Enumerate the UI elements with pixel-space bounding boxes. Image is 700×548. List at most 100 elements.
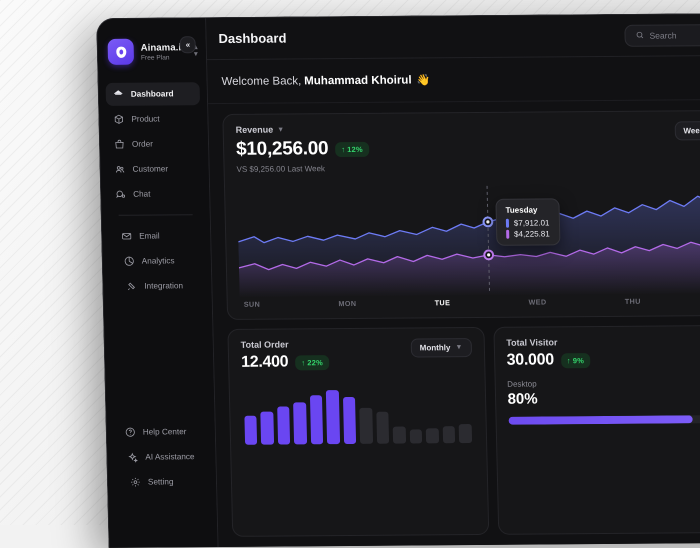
pie-chart-icon: [124, 256, 135, 267]
sidebar-item-dashboard[interactable]: Dashboard: [106, 82, 201, 106]
sidebar-item-label: Dashboard: [131, 89, 174, 98]
chevron-down-icon: ▼: [455, 344, 462, 351]
sidebar-item-label: Integration: [144, 281, 183, 290]
tooltip-day: Tuesday: [505, 206, 549, 215]
sidebar-item-label: AI Assistance: [145, 452, 194, 461]
visitor-segment-label: Desktop: [507, 378, 700, 389]
sidebar-item-product[interactable]: Product: [106, 107, 201, 131]
sidebar-item-label: Help Center: [143, 427, 187, 436]
tooltip-row-secondary: $4,225.81: [506, 230, 550, 239]
total-order-change-value: 22%: [307, 358, 323, 367]
search-input[interactable]: Search: [624, 23, 700, 46]
revenue-selector[interactable]: Revenue ▼: [236, 124, 369, 135]
ainama-logo-icon: [107, 39, 134, 65]
sidebar-item-chat[interactable]: Chat: [108, 182, 203, 206]
x-label-active: TUE: [435, 298, 451, 307]
bar: [409, 429, 422, 443]
visitor-segment-pct: 80%: [507, 389, 700, 408]
sidebar-item-setting[interactable]: Setting: [115, 470, 210, 494]
collapse-icon: «: [186, 40, 191, 49]
revenue-range-dropdown[interactable]: Weekly ▼: [674, 121, 700, 140]
sidebar-item-analytics[interactable]: Analytics: [109, 249, 204, 273]
revenue-amount: $10,256.00: [236, 138, 329, 161]
x-label: WED: [528, 297, 546, 306]
chevron-down-icon: ▼: [277, 126, 284, 133]
welcome-greeting: Welcome Back,: [221, 75, 301, 88]
revenue-label: Revenue: [236, 125, 274, 135]
sidebar-item-label: Chat: [133, 190, 151, 199]
visitor-progress-track: [508, 415, 700, 425]
sidebar-item-customer[interactable]: Customer: [107, 157, 202, 181]
total-order-bar-chart: [242, 379, 474, 445]
search-icon: [635, 31, 644, 40]
total-order-period-dropdown[interactable]: Monthly ▼: [411, 338, 472, 357]
chart-tooltip: Tuesday $7,912.01 $4,225.81: [495, 199, 560, 246]
bar: [294, 402, 307, 444]
total-order-card: Total Order 12.400 ↑ 22% Monthly: [227, 327, 488, 537]
sidebar-item-label: Setting: [148, 477, 174, 486]
total-visitor-label: Total Visitor: [506, 336, 700, 348]
bar: [360, 408, 373, 444]
revenue-amount-row: $10,256.00 ↑ 12%: [236, 138, 369, 161]
tooltip-value-primary: $7,912.01: [514, 219, 550, 228]
revenue-comparison: VS $9,256.00 Last Week: [236, 164, 369, 174]
total-visitor-change-badge: ↑ 9%: [561, 353, 591, 368]
revenue-x-axis: SUN MON TUE WED THU FRI: [240, 296, 700, 309]
sidebar: Ainama.inc Free Plan ▴▾ « Dashboard Prod…: [97, 18, 217, 548]
dashboard-content: Revenue ▼ $10,256.00 ↑ 12% VS $9,256.00 …: [208, 100, 700, 547]
chat-icon: [115, 189, 126, 200]
bar: [376, 412, 389, 444]
arrow-up-icon: ↑: [301, 358, 305, 367]
total-order-value: 12.400: [241, 353, 289, 371]
total-visitor-value-row: 30.000 ↑ 9%: [506, 350, 700, 370]
topbar: Dashboard Search: [206, 14, 700, 60]
gear-icon: [130, 477, 141, 488]
bar: [326, 390, 340, 444]
sidebar-item-integration[interactable]: Integration: [110, 274, 205, 298]
sidebar-item-help-center[interactable]: Help Center: [113, 420, 208, 444]
bag-icon: [114, 139, 125, 150]
total-visitor-value: 30.000: [506, 351, 554, 369]
bar: [343, 397, 357, 444]
revenue-card: Revenue ▼ $10,256.00 ↑ 12% VS $9,256.00 …: [222, 110, 700, 320]
brand-plan: Free Plan: [141, 54, 185, 61]
users-icon: [114, 164, 125, 175]
sparkle-icon: [127, 452, 138, 463]
bar: [426, 428, 439, 443]
total-order-value-row: 12.400 ↑ 22%: [241, 353, 329, 372]
sidebar-item-ai-assistance[interactable]: AI Assistance: [114, 445, 209, 469]
collapse-sidebar-button[interactable]: «: [179, 36, 196, 53]
stats-row: Total Order 12.400 ↑ 22% Monthly: [227, 325, 700, 537]
visitor-progress-fill: [508, 415, 693, 424]
welcome-user: Muhammad Khoirul: [304, 74, 412, 87]
sidebar-item-label: Product: [131, 114, 159, 123]
bar: [459, 424, 472, 443]
series-primary-swatch: [506, 219, 509, 228]
app-window: Ainama.inc Free Plan ▴▾ « Dashboard Prod…: [96, 13, 700, 548]
x-label: SUN: [244, 300, 261, 309]
sidebar-item-order[interactable]: Order: [107, 132, 202, 156]
mail-icon: [121, 231, 132, 242]
bar: [310, 396, 324, 445]
page-title: Dashboard: [218, 31, 286, 47]
brand-name: Ainama.inc: [141, 42, 185, 53]
revenue-change-badge: ↑ 12%: [335, 141, 369, 156]
sidebar-item-email[interactable]: Email: [109, 224, 204, 248]
plug-icon: [126, 281, 137, 292]
arrow-up-icon: ↑: [341, 145, 345, 154]
welcome-banner: Welcome Back, Muhammad Khoirul 👋: [207, 56, 700, 104]
bar: [244, 415, 257, 445]
sidebar-divider: [119, 214, 193, 216]
bar: [393, 427, 406, 444]
x-label: THU: [625, 297, 641, 306]
arrow-up-icon: ↑: [567, 356, 571, 365]
x-label: MON: [338, 299, 356, 308]
total-visitor-card: Total Visitor 30.000 ↑ 9% Desktop 80%: [493, 325, 700, 535]
bar: [442, 427, 455, 444]
revenue-line-chart: Tuesday $7,912.01 $4,225.81: [237, 176, 700, 298]
total-visitor-change-value: 9%: [573, 356, 584, 365]
series-secondary-swatch: [506, 230, 509, 239]
wave-emoji: 👋: [416, 73, 430, 86]
sidebar-item-label: Email: [139, 231, 160, 240]
sidebar-item-label: Analytics: [142, 256, 175, 265]
